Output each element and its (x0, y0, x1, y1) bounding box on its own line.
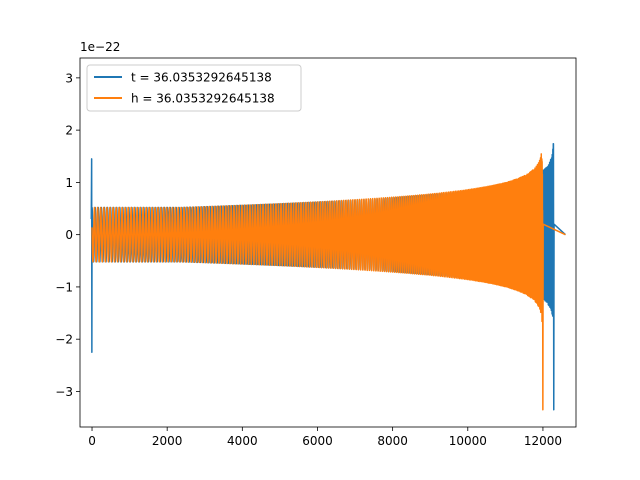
x-tick-label: 0 (88, 434, 96, 448)
y-tick-label: 0 (65, 228, 73, 242)
legend-box (86, 64, 302, 112)
legend: t = 36.0353292645138 h = 36.0353292645138 (86, 64, 302, 112)
x-tick-label: 10000 (449, 434, 487, 448)
plot-frame (79, 57, 577, 428)
legend-label: t = 36.0353292645138 (131, 71, 272, 85)
y-tick-label: −3 (55, 385, 73, 399)
y-tick-label: −1 (55, 280, 73, 294)
x-tick-label: 12000 (524, 434, 562, 448)
y-tick-label: 3 (65, 71, 73, 85)
x-tick-label: 4000 (227, 434, 258, 448)
legend-label: h = 36.0353292645138 (131, 92, 275, 106)
y-tick-label: −2 (55, 333, 73, 347)
x-tick-label: 8000 (377, 434, 408, 448)
y-tick-label: 1 (65, 176, 73, 190)
y-offset-label: 1e−22 (80, 40, 120, 54)
series-line-2 (91, 153, 566, 411)
x-tick-label: 2000 (152, 434, 183, 448)
x-tick-label: 6000 (302, 434, 333, 448)
x-axis: 0 2000 4000 6000 8000 10000 12000 (88, 427, 562, 448)
y-axis: −3 −2 −1 0 1 2 3 (55, 71, 80, 399)
y-tick-label: 2 (65, 124, 73, 138)
